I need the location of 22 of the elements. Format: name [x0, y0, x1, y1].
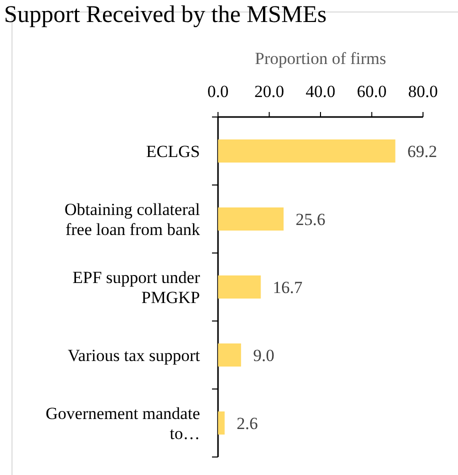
y-tick-label: Obtaining collateral free loan from bank	[64, 200, 200, 239]
data-label: 2.6	[236, 414, 258, 433]
chart-title: Support Received by the MSMEs	[4, 2, 327, 28]
bar	[218, 275, 261, 299]
data-label: 69.2	[407, 142, 438, 161]
x-tick-label: 40.0	[306, 82, 336, 101]
bar	[218, 207, 284, 231]
x-tick-label: 20.0	[254, 82, 284, 101]
x-tick-label: 80.0	[408, 82, 438, 101]
y-tick-label: Governement mandate to…	[46, 404, 200, 443]
y-tick-label: Various tax support	[68, 346, 200, 365]
data-label: 9.0	[253, 346, 274, 365]
y-tick-label: ECLGS	[146, 142, 200, 161]
x-tick-label: 60.0	[356, 82, 387, 101]
x-axis-title: Proportion of firms	[254, 49, 386, 68]
y-tick-label: EPF support under PMGKP	[72, 268, 200, 307]
data-label: 25.6	[296, 210, 326, 229]
bar	[218, 139, 396, 163]
bar	[218, 411, 225, 435]
data-label: 16.7	[272, 278, 304, 297]
x-tick-label: 0.0	[207, 82, 229, 101]
bar	[218, 343, 242, 367]
